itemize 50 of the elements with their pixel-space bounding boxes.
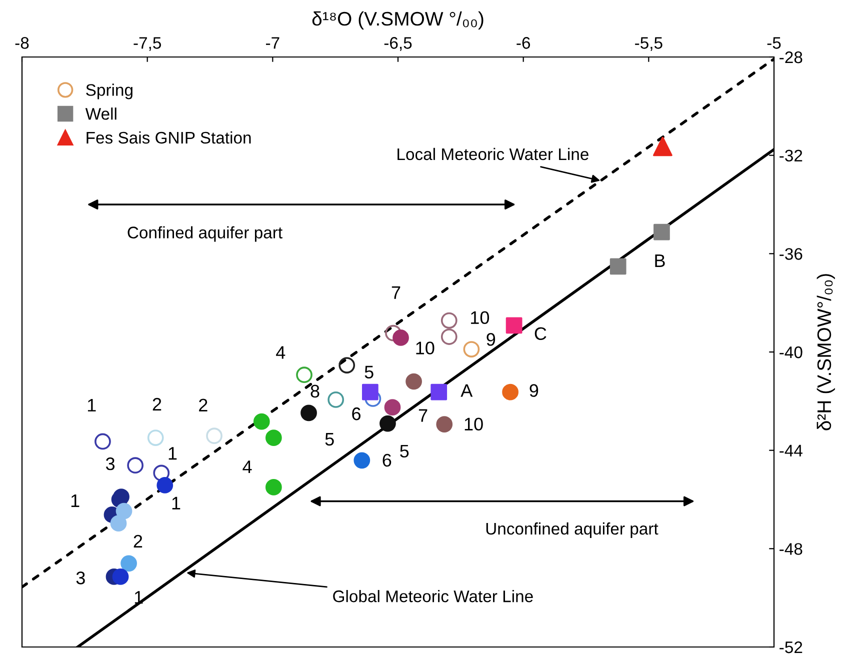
y-tick-label: -36: [780, 248, 802, 260]
annotation: 4: [276, 346, 286, 359]
x-axis-title: δ¹⁸O (V.SMOW °/₀₀): [312, 11, 484, 30]
x-tick-label: -5,5: [635, 37, 662, 51]
annotation: 6: [352, 407, 360, 420]
y-tick-label: -52: [780, 641, 802, 654]
legend-label: Well: [85, 108, 116, 120]
annotation: Local Meteoric Water Line: [398, 148, 588, 160]
annotation: 7: [392, 286, 400, 299]
x-tick-label: -6,5: [384, 37, 412, 51]
annotation: Confined aquifer part: [128, 226, 282, 242]
y-tick-label: -44: [780, 444, 802, 456]
annotation: 1: [168, 447, 177, 460]
x-tick-label: -7: [266, 37, 280, 49]
x-tick-label: -5: [767, 37, 781, 49]
annotation: 7: [418, 409, 428, 422]
annotation: Global Meteoric Water Line: [333, 590, 533, 602]
annotation: 3: [106, 457, 115, 470]
annotation: 10: [464, 418, 483, 431]
annotation: 1: [172, 496, 180, 510]
annotation: 2: [134, 534, 142, 548]
annotation: 5: [325, 432, 334, 446]
annotation: 9: [486, 333, 496, 346]
y-axis-title: δ²H (V.SMOW°/₀₀): [816, 274, 835, 430]
annotation: C: [534, 327, 546, 340]
annotation: 9: [530, 384, 538, 397]
annotation: 8: [310, 384, 320, 398]
annotation: 5: [400, 444, 409, 458]
annotation: 1: [88, 399, 96, 412]
y-tick-label: -40: [780, 346, 802, 358]
annotation: B: [655, 254, 665, 267]
annotation: A: [460, 384, 473, 397]
y-tick-label: -28: [780, 51, 802, 64]
annotation: Unconfined aquifer part: [486, 522, 658, 538]
annotation: 1: [71, 494, 80, 507]
x-tick-label: -7,5: [134, 37, 161, 51]
y-tick-label: -48: [780, 543, 802, 555]
x-tick-label: -8: [15, 37, 29, 49]
annotation: 10: [416, 342, 434, 354]
annotation: 3: [76, 572, 85, 584]
annotation: 2: [152, 398, 162, 411]
y-tick-label: -32: [780, 150, 802, 162]
annotation: 2: [199, 398, 208, 412]
annotation: 10: [471, 311, 490, 324]
annotation: 4: [242, 460, 252, 474]
legend-label: Fes Sais GNIP Station: [86, 131, 251, 144]
x-tick-label: -6: [516, 37, 530, 49]
annotation: 5: [364, 366, 374, 378]
annotation: 6: [382, 454, 392, 467]
legend-label: Spring: [86, 84, 132, 100]
